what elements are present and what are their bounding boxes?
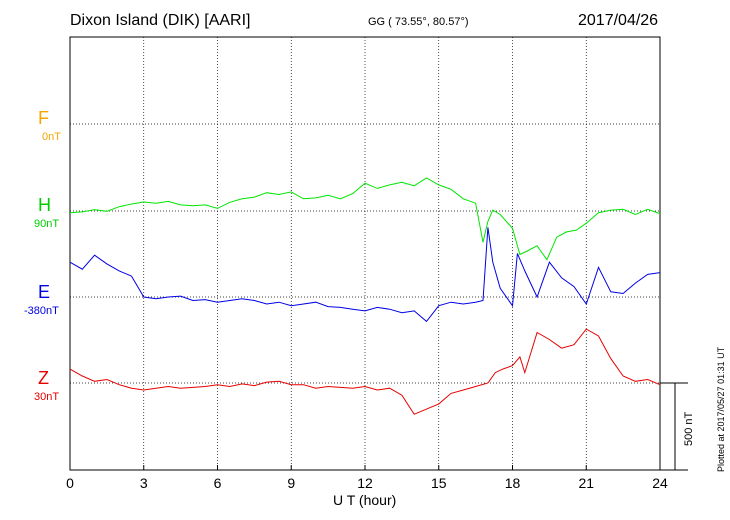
channel-f-baseline: 0nT [42, 131, 61, 143]
x-tick-label-18: 18 [505, 475, 521, 491]
station-title: Dixon Island (DIK) [AARI] [70, 12, 251, 29]
x-tick-label-0: 0 [66, 475, 74, 491]
series-e-line [69, 227, 661, 323]
channel-e-baseline: -380nT [24, 305, 59, 317]
channel-z-baseline: 30nT [34, 391, 60, 403]
x-tick-label-21: 21 [578, 475, 594, 491]
x-axis-label: U T (hour) [333, 492, 397, 508]
x-tick-label-6: 6 [214, 475, 222, 491]
x-tick-label-24: 24 [652, 475, 668, 491]
geographic-coords: GG ( 73.55°, 80.57°) [368, 16, 469, 28]
plotted-timestamp: Plotted at 2017/05/27 01:31 UT [716, 346, 726, 472]
channel-z-label: Z [38, 368, 49, 388]
scale-bar [660, 382, 688, 471]
channel-e-label: E [38, 282, 51, 302]
x-tick-label-12: 12 [357, 475, 373, 491]
series-h-line [69, 177, 661, 261]
series-layer [69, 177, 661, 415]
x-ticks: 0 3 6 9 12 15 18 21 24 [66, 465, 668, 491]
date-label: 2017/04/26 [578, 12, 659, 29]
channel-h-baseline: 90nT [34, 218, 60, 230]
x-tick-label-3: 3 [140, 475, 148, 491]
x-tick-label-9: 9 [287, 475, 295, 491]
x-tick-label-15: 15 [431, 475, 447, 491]
channel-f-label: F [38, 108, 49, 128]
channel-h-label: H [38, 195, 51, 215]
plot-grid [70, 37, 660, 470]
series-z-line [69, 328, 661, 415]
scale-bar-label: 500 nT [683, 411, 695, 446]
